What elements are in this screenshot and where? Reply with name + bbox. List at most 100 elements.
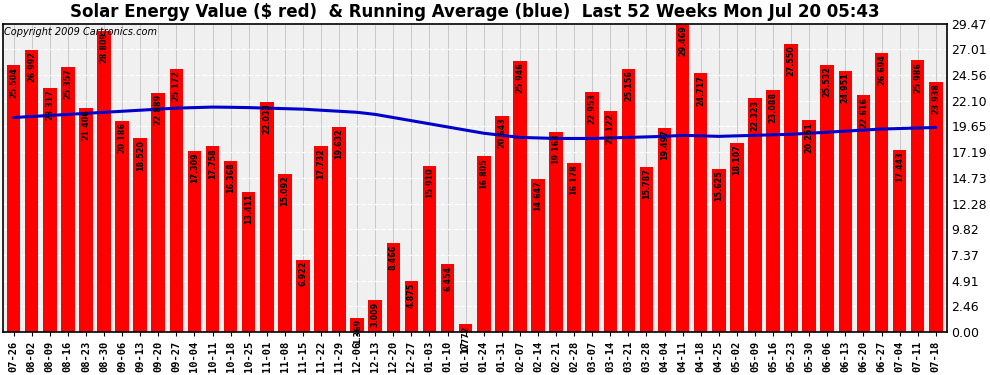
Text: Copyright 2009 Cartronics.com: Copyright 2009 Cartronics.com [4,27,156,37]
Bar [260,102,273,332]
Text: 24.717: 24.717 [696,75,705,106]
Text: 15.910: 15.910 [425,167,434,198]
Bar [368,300,382,332]
Bar [911,60,925,332]
Text: 27.550: 27.550 [787,45,796,76]
Text: 17.758: 17.758 [208,148,217,178]
Text: 17.309: 17.309 [190,153,199,183]
Bar [657,128,671,332]
Text: 25.172: 25.172 [172,70,181,101]
Text: 26.694: 26.694 [877,54,886,85]
Bar [622,69,636,332]
Bar [459,324,472,332]
Bar [423,165,437,332]
Text: 6.922: 6.922 [298,261,308,286]
Bar [604,111,617,332]
Text: 0.772: 0.772 [461,326,470,351]
Text: 25.946: 25.946 [516,62,525,93]
Text: 6.454: 6.454 [444,266,452,291]
Bar [97,31,111,332]
Text: 25.532: 25.532 [823,66,832,98]
Bar [134,138,147,332]
Text: 25.986: 25.986 [913,62,922,93]
Bar [7,65,21,332]
Text: 19.632: 19.632 [335,128,344,159]
Text: 4.875: 4.875 [407,282,416,308]
Text: 15.092: 15.092 [280,176,289,206]
Bar [79,108,93,332]
Bar [169,69,183,332]
Bar [350,318,364,332]
Text: 22.323: 22.323 [750,100,759,131]
Text: 22.889: 22.889 [153,94,162,125]
Bar [314,147,328,332]
Bar [386,243,400,332]
Bar [206,146,220,332]
Text: 20.186: 20.186 [118,122,127,153]
Bar [730,142,743,332]
Bar [803,120,816,332]
Text: 16.805: 16.805 [479,158,488,189]
Bar [441,264,454,332]
Text: 22.033: 22.033 [262,103,271,134]
Bar [495,116,509,332]
Text: 23.088: 23.088 [768,92,777,123]
Bar [784,44,798,332]
Bar [242,192,255,332]
Text: 8.466: 8.466 [389,245,398,270]
Text: 18.107: 18.107 [733,144,742,175]
Text: 23.938: 23.938 [932,83,940,114]
Text: 16.368: 16.368 [226,162,235,193]
Text: 23.317: 23.317 [46,90,54,120]
Bar [477,156,490,332]
Text: 19.163: 19.163 [551,133,560,164]
Bar [333,127,346,332]
Text: 19.497: 19.497 [660,130,669,160]
Text: 28.809: 28.809 [100,32,109,63]
Bar [893,150,907,332]
Bar [115,121,129,332]
Text: 3.009: 3.009 [370,302,380,327]
Text: 25.156: 25.156 [624,70,633,101]
Text: 29.469: 29.469 [678,25,687,56]
Text: 24.951: 24.951 [841,72,849,103]
Bar [151,93,165,332]
Text: 21.122: 21.122 [606,112,615,144]
Bar [712,168,726,332]
Text: 15.625: 15.625 [715,170,724,201]
Bar [296,260,310,332]
Text: 15.787: 15.787 [642,168,651,199]
Bar [43,88,56,332]
Bar [25,50,39,332]
Text: 13.411: 13.411 [245,193,253,224]
Bar [929,82,942,332]
Text: 18.520: 18.520 [136,140,145,171]
Bar [694,74,708,332]
Bar [766,90,780,332]
Text: 25.504: 25.504 [9,67,18,98]
Text: 1.369: 1.369 [352,319,361,344]
Bar [676,24,689,332]
Bar [875,53,888,332]
Bar [532,179,544,332]
Text: 17.443: 17.443 [895,151,904,182]
Text: 20.251: 20.251 [805,122,814,153]
Bar [585,92,599,332]
Bar [640,167,653,332]
Bar [549,132,563,332]
Text: 25.357: 25.357 [63,68,72,99]
Text: 16.178: 16.178 [569,164,578,195]
Text: 20.643: 20.643 [497,118,506,148]
Text: 17.732: 17.732 [317,148,326,179]
Bar [224,161,238,332]
Title: Solar Energy Value ($ red)  & Running Average (blue)  Last 52 Weeks Mon Jul 20 0: Solar Energy Value ($ red) & Running Ave… [70,3,879,21]
Bar [821,65,834,332]
Text: 26.992: 26.992 [27,51,37,82]
Bar [405,281,418,332]
Bar [567,163,581,332]
Bar [856,95,870,332]
Text: 14.647: 14.647 [534,180,543,211]
Bar [748,99,761,332]
Text: 22.953: 22.953 [588,93,597,124]
Bar [839,71,852,332]
